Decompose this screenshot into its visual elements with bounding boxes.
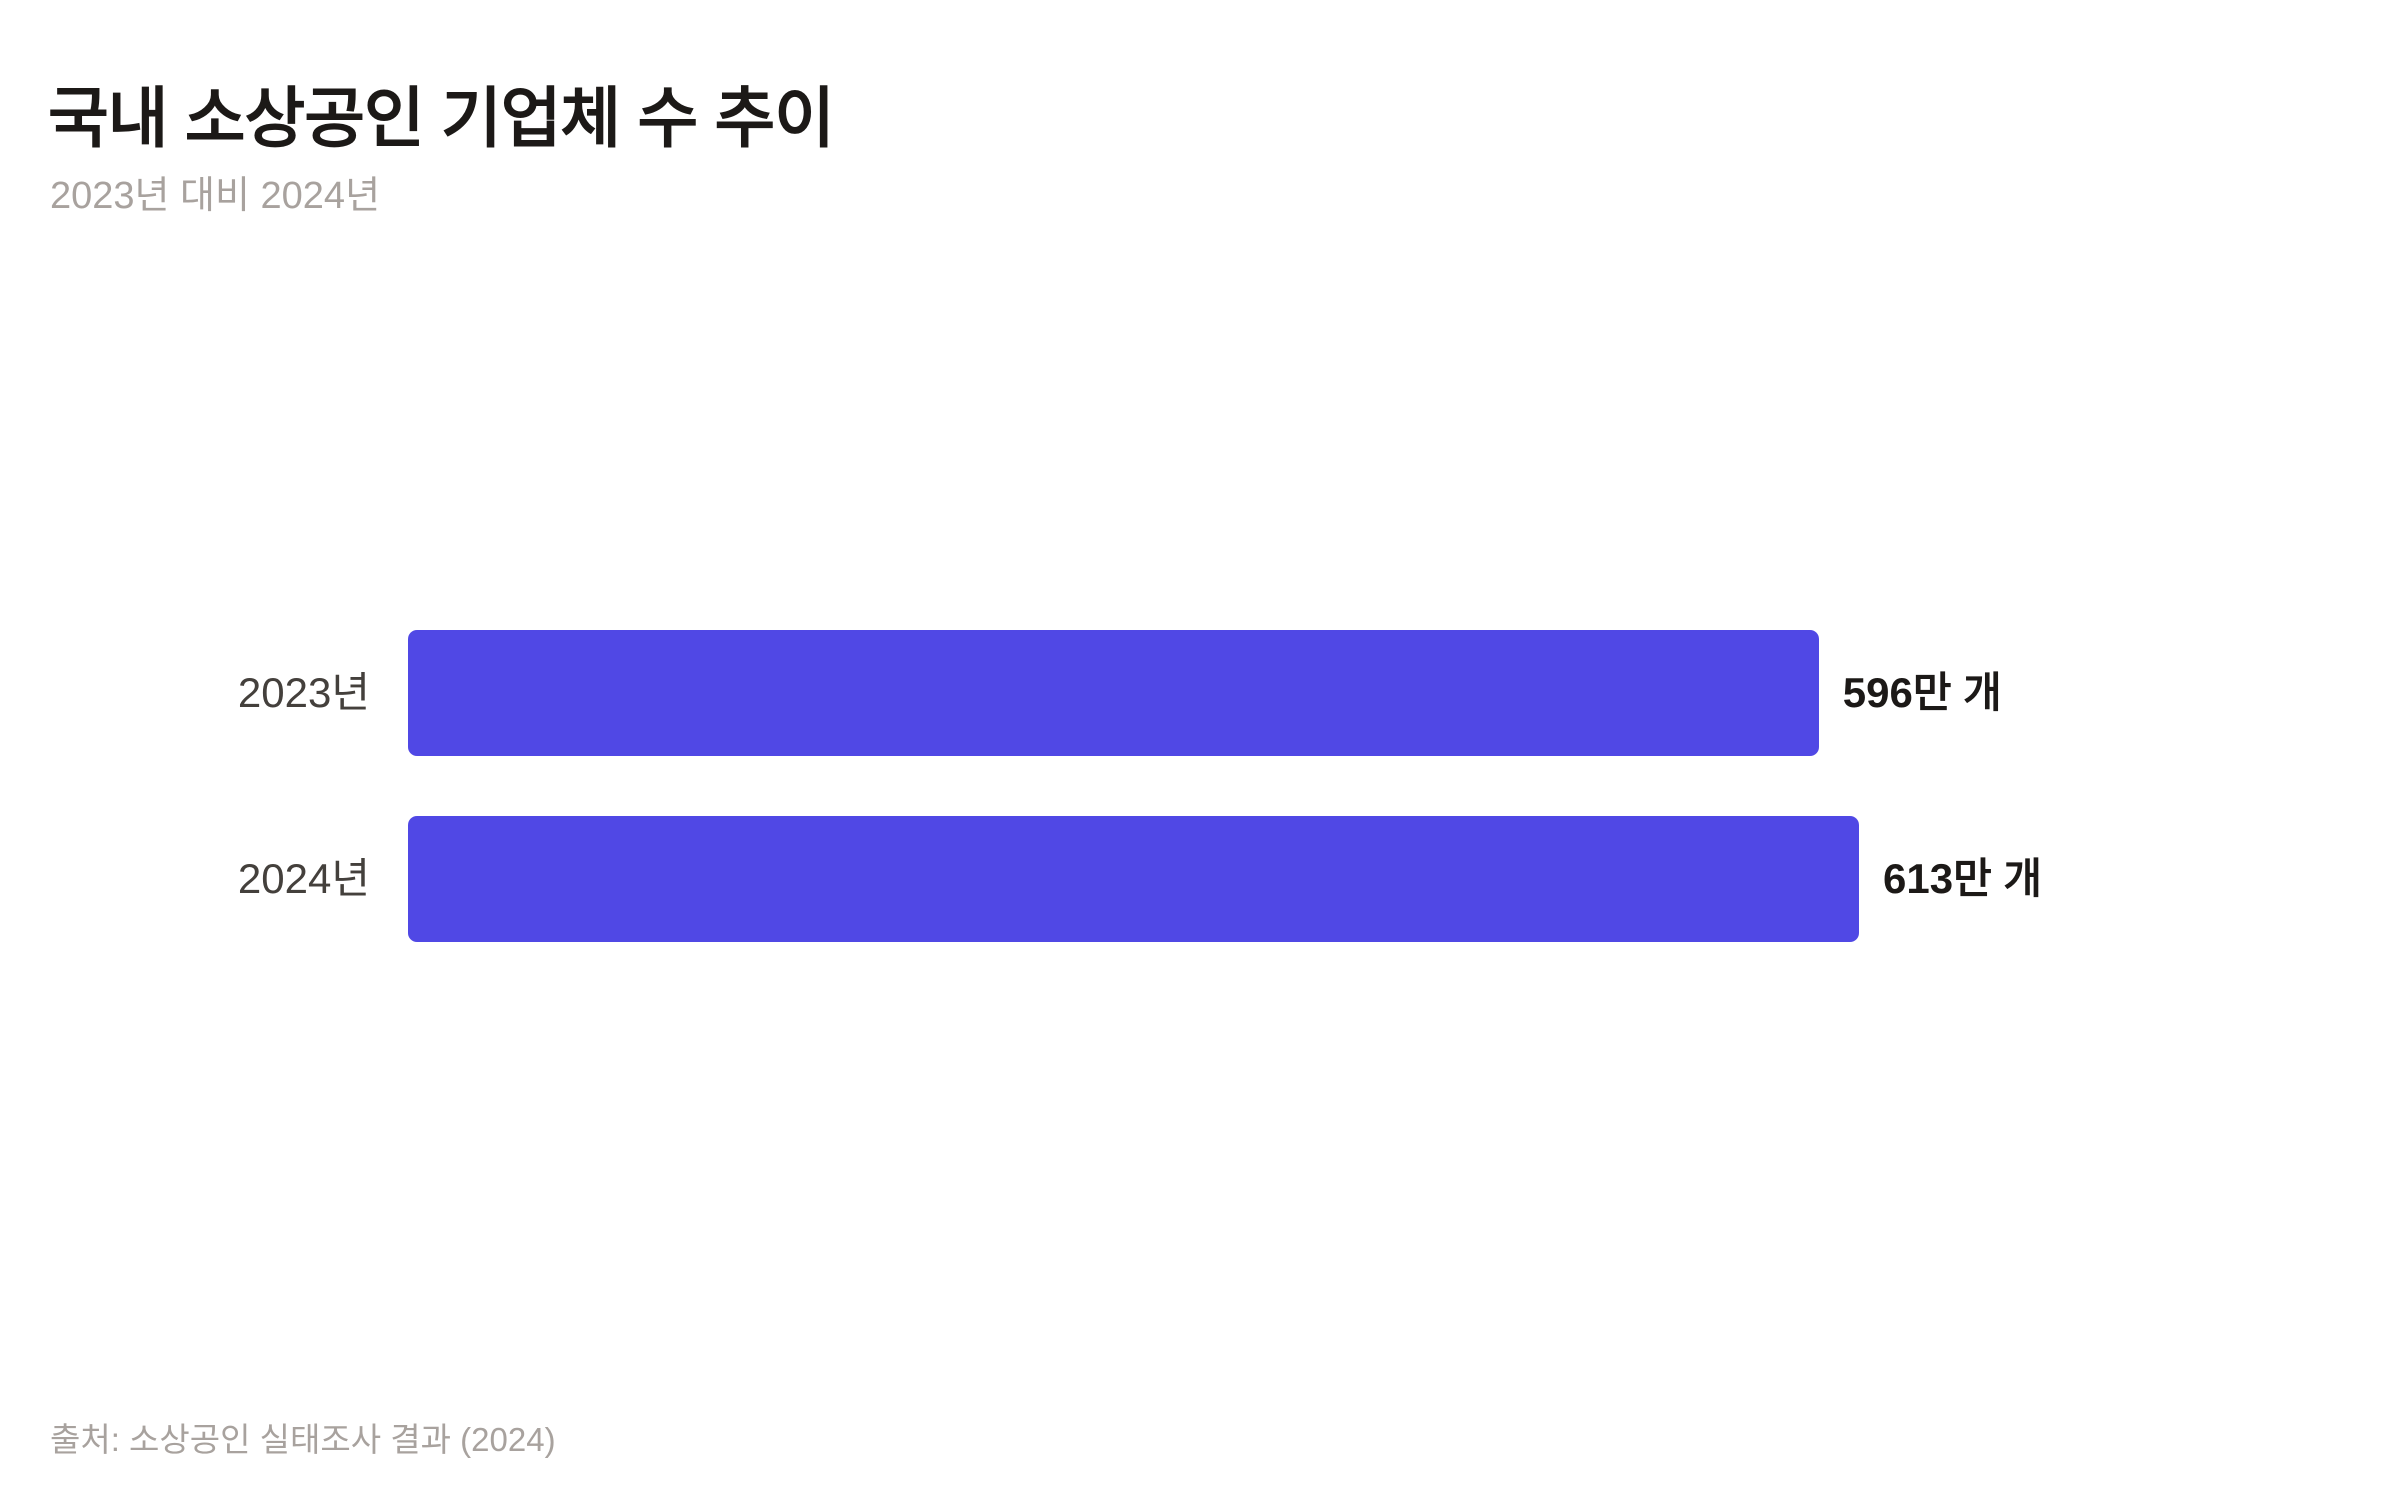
source-note: 출처: 소상공인 실태조사 결과 (2024): [50, 1421, 556, 1458]
bar-row-2024: 2024년 613만 개: [0, 816, 2400, 942]
bar-2023: [408, 630, 1819, 756]
value-label: 596만 개: [1842, 669, 2002, 716]
chart-subtitle: 2023년 대비 2024년: [50, 175, 381, 217]
category-label: 2024년: [237, 855, 370, 902]
bar-row-2023: 2023년 596만 개: [0, 630, 2400, 756]
bar-2024: [408, 816, 1859, 942]
value-label: 613만 개: [1883, 855, 2043, 902]
category-label: 2023년: [237, 669, 370, 716]
chart-title: 국내 소상공인 기업체 수 추이: [48, 81, 835, 155]
